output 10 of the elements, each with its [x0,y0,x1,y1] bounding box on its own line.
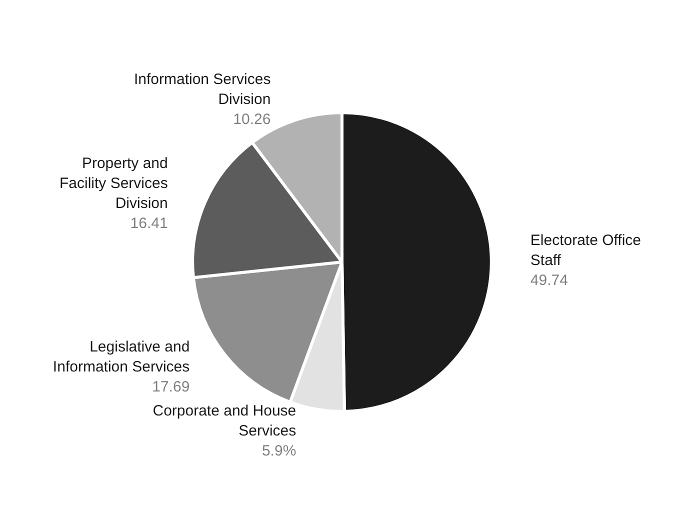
slice-label: Corporate and House Services [152,402,296,440]
slice-label: Property and Facility Services Division [59,155,168,212]
data-label: 5.9% [262,442,296,460]
slice-label: Information Services Division [134,70,271,108]
slice-label: Electorate Office Staff [530,232,642,270]
data-label: 49.74 [530,272,568,290]
slice-label: Legislative and Information Services [52,338,190,376]
data-label: 17.69 [152,378,190,396]
data-label: 10.26 [233,110,271,128]
data-label: 16.41 [130,215,168,232]
